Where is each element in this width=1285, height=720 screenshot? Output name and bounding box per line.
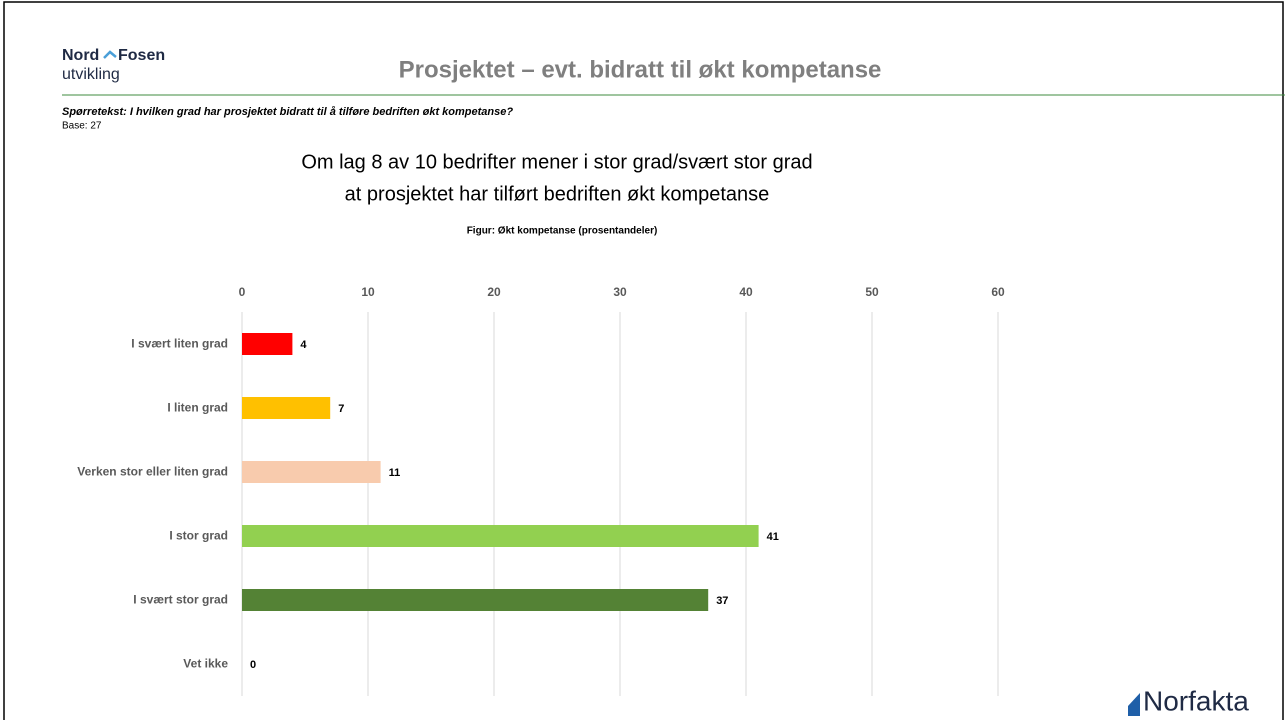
question: Spørretekst: I hvilken grad har prosjekt… <box>62 106 513 118</box>
x-tick-label: 20 <box>487 285 501 299</box>
logo-utvikling: utvikling <box>62 66 120 83</box>
slide-border <box>3 1 1284 720</box>
category-label: Vet ikke <box>183 656 228 671</box>
data-label: 7 <box>338 403 344 415</box>
brand: Norfakta <box>1143 685 1249 716</box>
category-label: Verken stor eller liten grad <box>77 464 228 479</box>
data-label: 0 <box>250 659 256 671</box>
bar <box>242 589 709 611</box>
bar <box>242 461 381 483</box>
brand-icon <box>1128 693 1140 716</box>
x-tick-label: 30 <box>613 285 627 299</box>
bar <box>242 333 293 355</box>
x-tick-label: 10 <box>361 285 375 299</box>
data-label: 11 <box>389 467 401 479</box>
data-label: 4 <box>300 339 307 351</box>
x-tick-label: 50 <box>865 285 879 299</box>
chart-title: Om lag 8 av 10 bedrifter mener i stor gr… <box>301 151 812 173</box>
category-label: I svært liten grad <box>131 336 228 351</box>
logo-fosen: Fosen <box>118 47 165 64</box>
logo-nord: Nord <box>62 47 99 64</box>
category-label: I liten grad <box>167 400 228 415</box>
category-label: I stor grad <box>169 528 228 543</box>
x-tick-label: 40 <box>739 285 753 299</box>
data-label: 37 <box>716 595 728 607</box>
x-tick-label: 0 <box>239 285 246 299</box>
category-label: I svært stor grad <box>133 592 228 607</box>
logo-icon <box>103 50 117 59</box>
x-tick-label: 60 <box>991 285 1005 299</box>
bar <box>242 525 759 547</box>
bar <box>242 397 331 419</box>
chart-title: at prosjektet har tilført bedriften økt … <box>345 183 770 205</box>
chart-subtitle: Figur: Økt kompetanse (prosentandeler) <box>467 226 658 237</box>
data-label: 41 <box>767 531 779 543</box>
slide-title: Prosjektet – evt. bidratt til økt kompet… <box>399 56 882 83</box>
base: Base: 27 <box>62 121 102 132</box>
